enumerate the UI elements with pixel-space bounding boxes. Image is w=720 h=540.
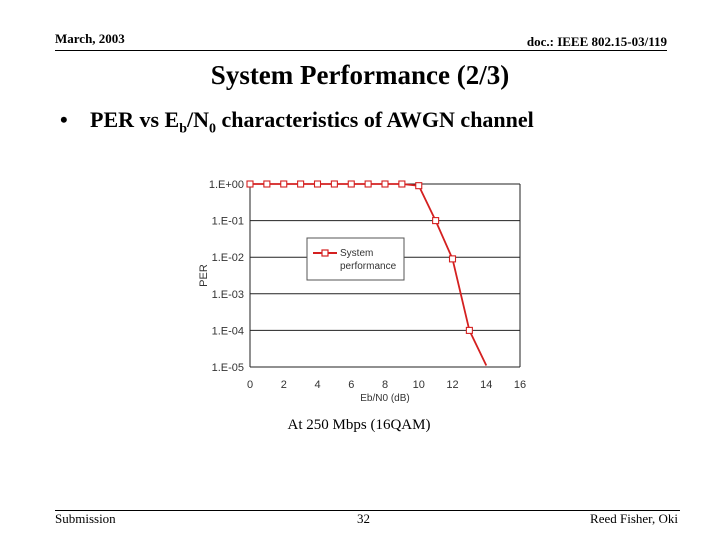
- header-rule: [55, 50, 667, 51]
- caption-text: At 250 Mbps (16QAM): [287, 417, 431, 433]
- data-point: [280, 180, 288, 188]
- bullet-subscript-0: 0: [209, 121, 217, 137]
- axis-layer: 1.E+00 1.E-01 1.E-02 1.E-03 1.E-04 1.E-050 2 4 6…: [198, 179, 526, 404]
- footer-author: Reed Fisher, Oki: [590, 511, 678, 526]
- x-tick-label: 8: [382, 379, 388, 391]
- legend-layer: System performance: [306, 237, 405, 281]
- x-tick-label: 4: [314, 379, 320, 391]
- chart-caption: At 250 Mbps (16QAM): [0, 417, 720, 434]
- x-tick-label: 10: [413, 379, 425, 391]
- per-chart: 1.E+00 1.E-01 1.E-02 1.E-03 1.E-04 1.E-05 0 2 4 6…: [190, 170, 535, 415]
- y-tick-label: 1.E+00: [209, 179, 244, 191]
- x-tick-label: 14: [480, 379, 492, 391]
- data-point: [465, 326, 473, 334]
- header-date: March, 2003: [55, 31, 125, 46]
- x-tick-label: 16: [514, 379, 526, 391]
- footer-submission: Submission: [55, 511, 116, 526]
- legend-label: performance: [340, 261, 397, 272]
- data-point: [330, 180, 338, 188]
- bullet-text-mid: /N: [187, 107, 210, 132]
- per-chart-svg: 1.E+00 1.E-01 1.E-02 1.E-03 1.E-04 1.E-050 2 4 6…: [198, 179, 526, 404]
- slide-title: System Performance (2/3): [210, 60, 510, 90]
- bullet-item: • PER vs Eb/N0 characteristics of AWGN ch…: [60, 107, 534, 137]
- x-axis-label: Eb/N0 (dB): [360, 393, 409, 404]
- series-layer: [246, 180, 488, 366]
- x-tick-label: 2: [281, 379, 287, 391]
- data-point: [313, 180, 322, 188]
- y-tick-label: 1.E-03: [212, 289, 244, 301]
- data-point: [297, 180, 305, 188]
- x-tick-label: 6: [348, 379, 354, 391]
- bullet-dot: •: [60, 107, 68, 132]
- y-tick-label: 1.E-04: [212, 325, 244, 337]
- bullet-text-prefix: PER vs E: [90, 107, 180, 132]
- y-tick-label: 1.E-01: [212, 216, 244, 228]
- bullet-text-suffix: characteristics of AWGN channel: [216, 107, 534, 132]
- data-point: [448, 255, 457, 263]
- data-point: [364, 180, 372, 188]
- y-axis-label: PER: [198, 264, 210, 287]
- legend-label: System: [340, 248, 373, 259]
- data-point: [347, 180, 355, 188]
- footer-rule: [55, 510, 680, 511]
- legend-box: [306, 237, 405, 281]
- y-tick-label: 1.E-05: [212, 362, 244, 374]
- data-point: [432, 217, 440, 225]
- data-point: [381, 180, 389, 188]
- bullet-subscript-b: b: [179, 121, 188, 137]
- footer-page-number: 32: [357, 511, 370, 526]
- data-point: [263, 180, 271, 188]
- data-point: [398, 180, 406, 188]
- legend-swatch-marker: [321, 249, 329, 257]
- y-tick-label: 1.E-02: [212, 252, 244, 264]
- x-tick-label: 12: [446, 379, 458, 391]
- data-point: [415, 182, 423, 190]
- data-point: [246, 180, 254, 188]
- x-tick-label: 0: [247, 379, 253, 391]
- header-doc-id: doc.: IEEE 802.15-03/119: [526, 34, 667, 49]
